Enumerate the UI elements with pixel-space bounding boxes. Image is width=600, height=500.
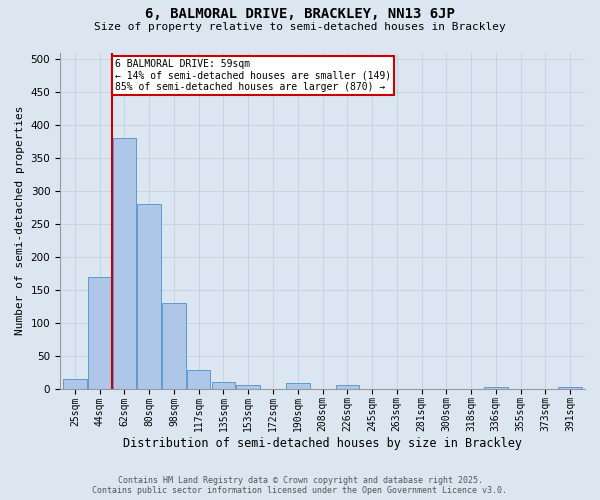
Bar (236, 386, 260, 388)
Bar (187, 370, 211, 388)
Bar (113, 138, 136, 388)
Text: 6, BALMORAL DRIVE, BRACKLEY, NN13 6JP: 6, BALMORAL DRIVE, BRACKLEY, NN13 6JP (145, 8, 455, 22)
X-axis label: Distribution of semi-detached houses by size in Brackley: Distribution of semi-detached houses by … (123, 437, 522, 450)
Bar (162, 303, 185, 388)
Bar (484, 386, 508, 388)
Bar (286, 384, 310, 388)
Bar (137, 204, 161, 388)
Bar (212, 382, 235, 388)
Bar (335, 386, 359, 388)
Bar (88, 276, 112, 388)
Y-axis label: Number of semi-detached properties: Number of semi-detached properties (15, 106, 25, 336)
Text: Size of property relative to semi-detached houses in Brackley: Size of property relative to semi-detach… (94, 22, 506, 32)
Text: 6 BALMORAL DRIVE: 59sqm
← 14% of semi-detached houses are smaller (149)
85% of s: 6 BALMORAL DRIVE: 59sqm ← 14% of semi-de… (115, 59, 391, 92)
Bar (63, 378, 86, 388)
Bar (559, 386, 582, 388)
Text: Contains HM Land Registry data © Crown copyright and database right 2025.
Contai: Contains HM Land Registry data © Crown c… (92, 476, 508, 495)
